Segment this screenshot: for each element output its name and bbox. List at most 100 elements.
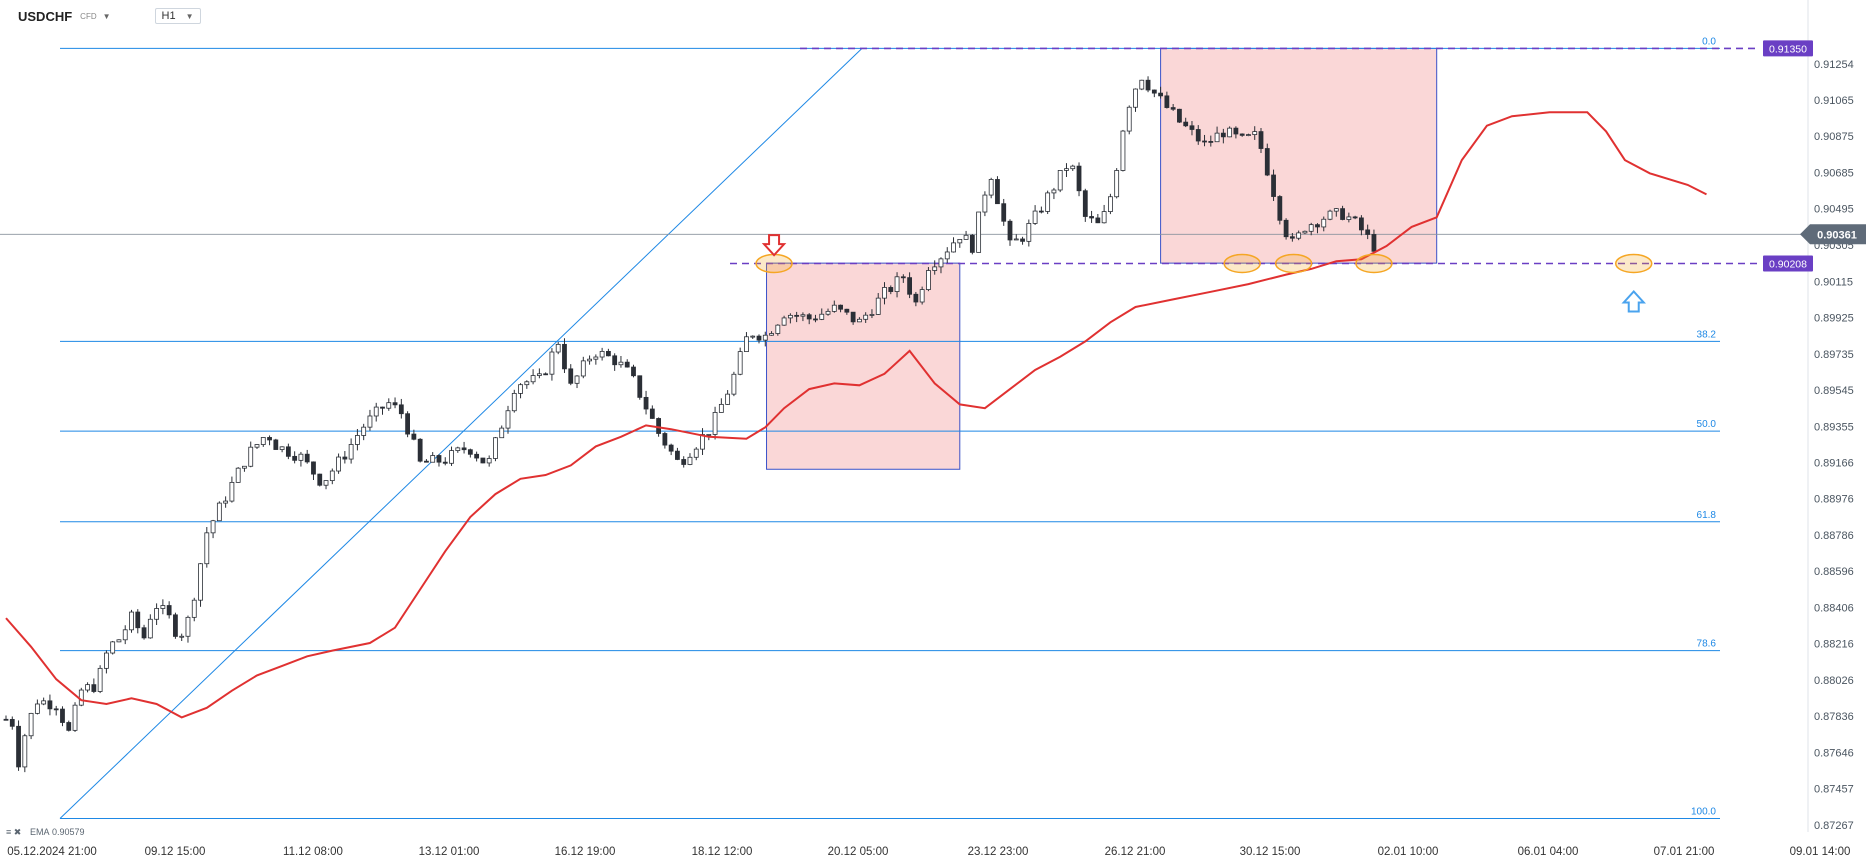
candle [1296, 230, 1302, 241]
candle [1183, 117, 1189, 128]
candle-body [844, 308, 850, 313]
candle [1120, 129, 1126, 172]
candle-body [976, 211, 982, 253]
candle-body [1164, 95, 1170, 108]
candle [367, 409, 373, 431]
candle [499, 425, 505, 439]
candle-body [166, 605, 172, 616]
candle-body [825, 310, 831, 315]
candle-body [47, 700, 53, 710]
y-tick-label-18: 0.87836 [1814, 711, 1854, 723]
candle [825, 308, 831, 316]
candle [417, 438, 423, 463]
candle-body [122, 629, 128, 641]
candle [405, 411, 411, 438]
candle [311, 461, 316, 480]
candle [1126, 105, 1132, 135]
candle-body [907, 277, 912, 295]
candle-body [499, 427, 505, 439]
candle [1177, 108, 1182, 123]
candle-body [919, 289, 925, 303]
candle [323, 480, 329, 490]
candle [1170, 104, 1176, 111]
candle-body [480, 457, 486, 464]
candle [850, 311, 856, 325]
candle [1239, 133, 1245, 137]
timeframe-select[interactable]: H1 ▼ [154, 8, 201, 24]
candle-body [185, 616, 191, 637]
candle [110, 640, 116, 655]
y-tick-label-9: 0.89545 [1814, 385, 1854, 397]
candle [1264, 143, 1270, 177]
candle-body [857, 318, 862, 323]
candle [1057, 170, 1063, 193]
candle [273, 438, 279, 450]
y-tick-label-21: 0.87267 [1814, 820, 1854, 832]
candle [41, 697, 47, 706]
candle-body [1095, 217, 1101, 224]
candle [668, 443, 674, 456]
candle [1082, 188, 1088, 222]
candle [1195, 125, 1201, 145]
candle-body [260, 437, 266, 445]
candle [191, 597, 197, 622]
candle [22, 733, 28, 773]
candle-body [712, 412, 718, 435]
candle [235, 467, 241, 483]
candle-body [405, 413, 411, 435]
candle-body [311, 461, 316, 475]
x-tick-label-8: 26.12 21:00 [1105, 846, 1166, 858]
fib-label-1: 38.2 [1697, 329, 1717, 340]
y-tick-label-3: 0.90685 [1814, 167, 1854, 179]
candle [744, 332, 749, 353]
y-tick-label-16: 0.88216 [1814, 639, 1854, 651]
candle [1145, 76, 1151, 93]
candle-body [762, 334, 768, 341]
y-tick-label-19: 0.87646 [1814, 748, 1854, 760]
candle [47, 694, 53, 716]
candle [599, 347, 605, 361]
candle-body [869, 314, 875, 316]
candle-body [223, 500, 229, 504]
candle-body [248, 446, 254, 467]
candle [480, 457, 486, 464]
candle [781, 315, 787, 326]
y-tick-label-15: 0.88406 [1814, 602, 1854, 614]
candle [882, 282, 887, 305]
arrow-down-icon [761, 234, 787, 257]
chart-header: USDCHF CFD ▼ H1 ▼ [18, 8, 201, 24]
candle [1038, 206, 1044, 214]
candle-body [1064, 168, 1069, 171]
candle-body [1315, 224, 1320, 228]
candle-body [1308, 224, 1314, 232]
candle-body [216, 502, 222, 522]
candle-body [72, 704, 78, 731]
candle-body [1177, 108, 1182, 123]
candle-body [511, 392, 517, 412]
candle-body [662, 433, 668, 446]
candle-body [449, 450, 454, 464]
candle-body [354, 435, 360, 445]
candle-body [398, 404, 404, 415]
candle-body [1189, 125, 1195, 130]
candle-body [787, 314, 793, 319]
candle [1089, 210, 1094, 223]
symbol-dropdown-icon[interactable]: ▼ [102, 11, 111, 21]
candle [1026, 219, 1032, 247]
candle-body [430, 455, 436, 463]
candle [530, 369, 536, 385]
candle-body [1158, 92, 1163, 97]
x-tick-label-5: 18.12 12:00 [692, 846, 753, 858]
x-tick-label-9: 30.12 15:00 [1240, 846, 1301, 858]
candle-body [1271, 174, 1276, 197]
candle-body [900, 276, 906, 279]
candle [737, 347, 743, 376]
candle-body [693, 448, 699, 458]
candle [1308, 222, 1314, 236]
candle [693, 447, 699, 461]
candle [750, 335, 756, 339]
candle [568, 364, 574, 386]
candle [806, 313, 812, 325]
candle-body [1252, 131, 1258, 135]
